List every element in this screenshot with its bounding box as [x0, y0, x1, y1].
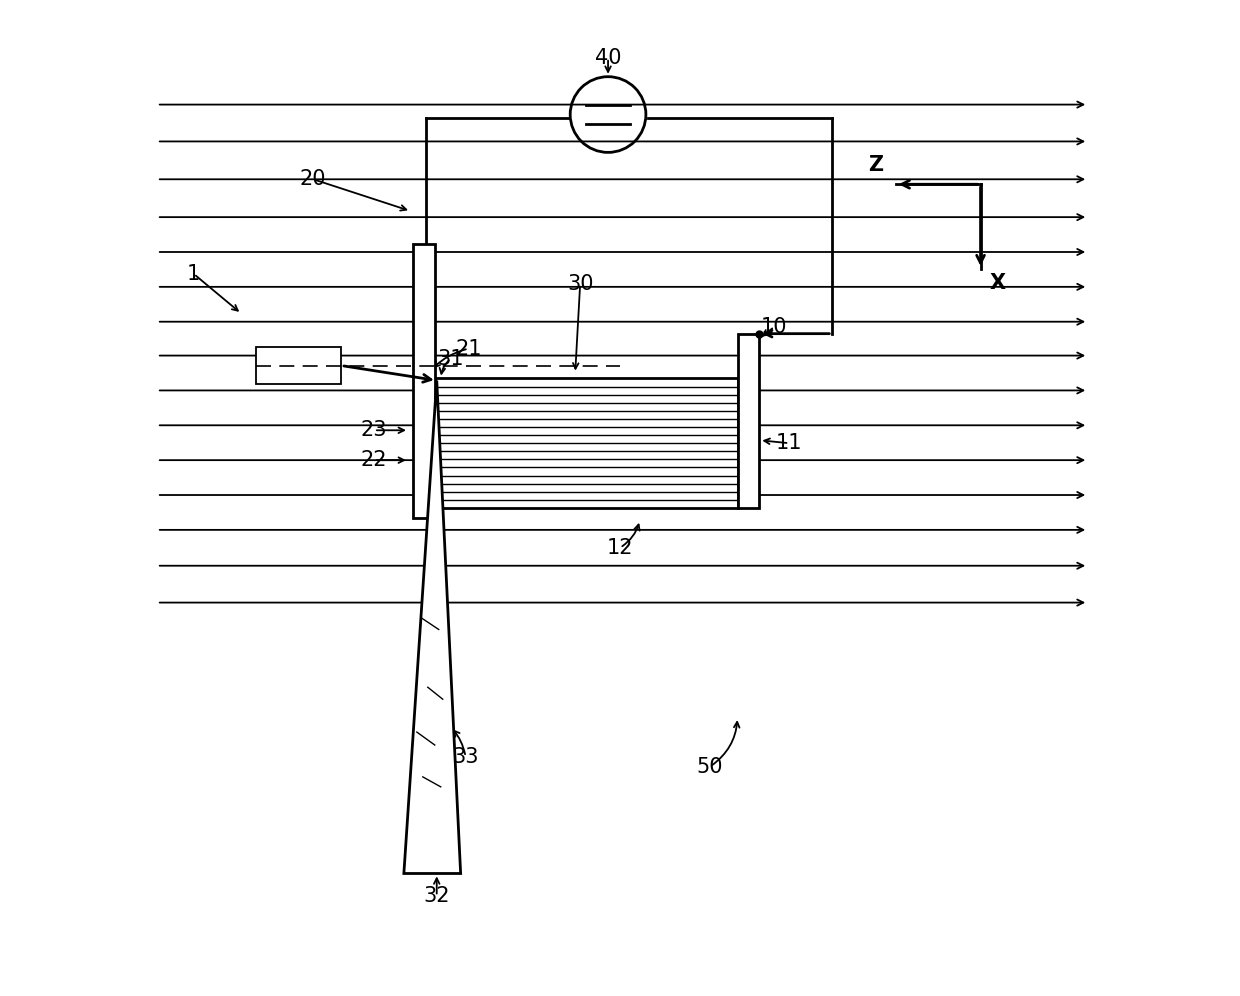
Text: 40: 40	[595, 48, 621, 68]
Bar	[257, 347, 341, 384]
Text: 50: 50	[697, 757, 723, 777]
Text: 33: 33	[453, 747, 479, 767]
Text: X: X	[990, 273, 1006, 293]
Text: 30: 30	[567, 274, 594, 294]
Text: 10: 10	[761, 317, 787, 337]
Text: 12: 12	[606, 538, 634, 558]
Text: 21: 21	[455, 339, 482, 359]
Text: 11: 11	[776, 433, 802, 453]
Bar	[434, 378, 738, 508]
Text: 32: 32	[424, 886, 450, 906]
Text: 1: 1	[187, 264, 201, 284]
Text: 23: 23	[361, 420, 387, 440]
Bar	[413, 244, 435, 518]
Bar	[738, 334, 759, 508]
Text: 22: 22	[361, 450, 387, 470]
Polygon shape	[404, 380, 460, 873]
Text: 20: 20	[300, 169, 326, 189]
Text: 31: 31	[438, 349, 464, 369]
Text: Z: Z	[868, 155, 883, 175]
